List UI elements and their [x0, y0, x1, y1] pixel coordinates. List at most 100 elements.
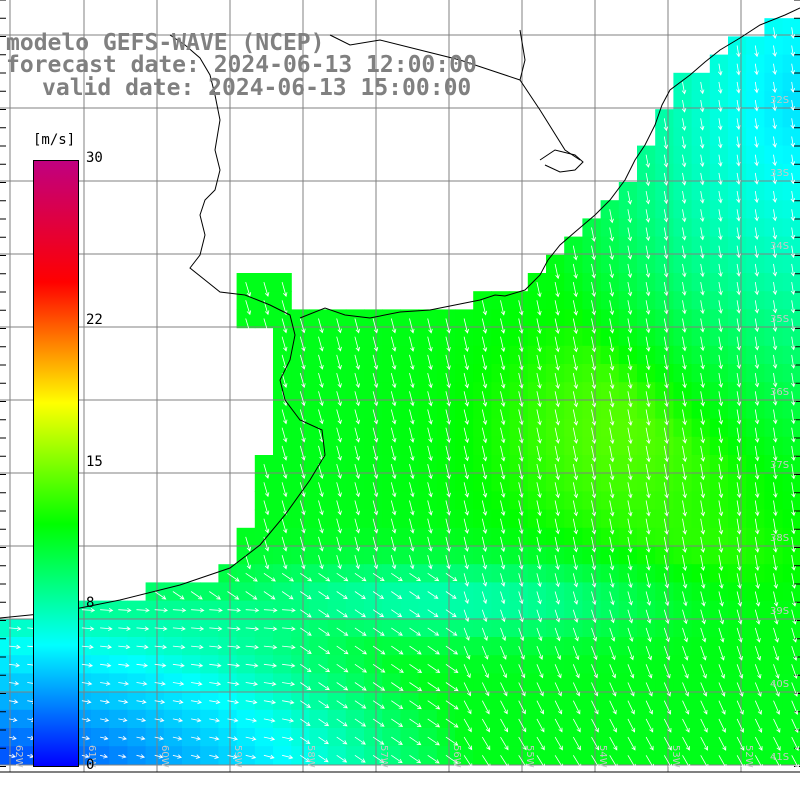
wind-arrow — [681, 282, 687, 296]
wind-arrow — [754, 45, 759, 58]
wind-arrow — [263, 699, 277, 705]
wind-arrow — [663, 318, 669, 334]
wind-arrow — [627, 591, 633, 606]
wind-arrow — [409, 427, 415, 443]
wind-arrow — [754, 445, 760, 462]
wind-arrow — [281, 482, 288, 498]
wind-arrow — [700, 336, 705, 352]
wind-arrow — [663, 609, 670, 625]
wind-arrow — [591, 500, 597, 517]
wind-arrow — [282, 644, 296, 650]
wind-arrow — [700, 609, 706, 625]
wind-arrow — [172, 608, 187, 613]
wind-arrow — [536, 518, 542, 535]
wind-arrow — [154, 591, 167, 600]
wind-arrow — [100, 644, 113, 650]
wind-arrow — [518, 409, 524, 426]
wind-speed-cell — [782, 546, 800, 565]
wind-arrow — [481, 318, 488, 334]
wind-arrow — [409, 518, 415, 534]
wind-arrow — [554, 282, 560, 298]
wind-arrow — [736, 627, 743, 643]
wind-arrow — [754, 191, 759, 204]
wind-arrow — [554, 336, 560, 353]
wind-arrow — [791, 445, 796, 462]
wind-arrow — [536, 573, 542, 588]
wind-arrow — [81, 754, 90, 759]
wind-arrow — [791, 609, 797, 625]
wind-arrow — [390, 409, 397, 425]
wind-arrow — [409, 609, 421, 618]
wind-arrow — [572, 354, 578, 371]
wind-arrow — [409, 627, 421, 636]
wind-arrow — [736, 209, 741, 222]
wind-arrow — [445, 482, 451, 498]
wind-arrow — [336, 536, 342, 552]
wind-arrow — [554, 409, 560, 426]
wind-arrow — [445, 518, 451, 534]
wind-arrow — [172, 626, 186, 631]
wind-arrow — [791, 627, 798, 643]
wind-arrow — [263, 500, 270, 516]
wind-arrow — [736, 409, 742, 425]
wind-arrow — [463, 464, 469, 480]
wind-arrow — [481, 391, 488, 407]
wind-arrow — [572, 500, 578, 517]
wind-arrow — [773, 627, 779, 643]
wind-arrow — [717, 81, 723, 94]
wind-arrow — [627, 718, 636, 733]
wind-arrow — [463, 645, 471, 660]
wind-arrow — [663, 354, 669, 371]
wind-arrow — [591, 555, 597, 571]
wind-arrow — [773, 609, 779, 625]
wind-arrow — [390, 318, 397, 334]
wind-arrow — [81, 644, 94, 650]
wind-arrow — [245, 663, 259, 668]
wind-arrow — [627, 227, 633, 242]
wind-arrow — [554, 609, 561, 623]
wind-arrow — [354, 427, 360, 443]
wind-arrow — [391, 682, 404, 691]
wind-speed-cell — [782, 382, 800, 401]
wind-arrow — [336, 736, 348, 745]
wind-arrow — [663, 227, 669, 241]
wind-arrow — [500, 664, 508, 679]
wind-arrow — [754, 391, 760, 407]
wind-arrow — [281, 427, 288, 443]
wind-arrow — [554, 682, 562, 697]
wind-arrow — [718, 700, 726, 715]
wind-arrow — [227, 736, 239, 741]
wind-arrow — [281, 572, 294, 582]
wind-arrow — [554, 755, 564, 769]
wind-arrow — [481, 718, 490, 733]
wind-arrow — [372, 409, 379, 425]
wind-arrow — [645, 536, 651, 553]
wind-arrow — [791, 518, 796, 535]
wind-arrow — [699, 81, 705, 95]
wind-arrow — [536, 736, 545, 751]
wind-arrow — [281, 463, 288, 480]
wind-arrow — [100, 735, 109, 741]
wind-arrow — [645, 354, 651, 371]
wind-arrow — [536, 300, 542, 316]
colorbar-unit: [m/s] — [33, 132, 76, 148]
wind-arrow — [718, 736, 727, 751]
wind-arrow — [318, 591, 330, 600]
wind-arrow — [627, 609, 634, 624]
wind-arrow — [682, 409, 687, 426]
wind-arrow — [9, 735, 17, 741]
longitude-labels: 62W 61W 60W 59W 58W 57W 56W 55W 54W 53W 52W — [13, 745, 754, 768]
wind-arrow — [318, 663, 331, 673]
wind-arrow — [445, 736, 459, 746]
wind-arrow — [627, 500, 633, 517]
wind-arrow — [572, 718, 581, 733]
wind-arrow — [299, 536, 306, 552]
wind-arrow — [772, 100, 777, 112]
wind-arrow — [699, 118, 705, 131]
wind-arrow — [172, 644, 186, 650]
title-model: modelo GEFS-WAVE (NCEP) — [6, 30, 325, 56]
wind-arrow — [282, 754, 294, 760]
wind-arrow — [463, 682, 472, 697]
wind-arrow — [427, 409, 433, 425]
wind-arrow — [136, 626, 150, 631]
